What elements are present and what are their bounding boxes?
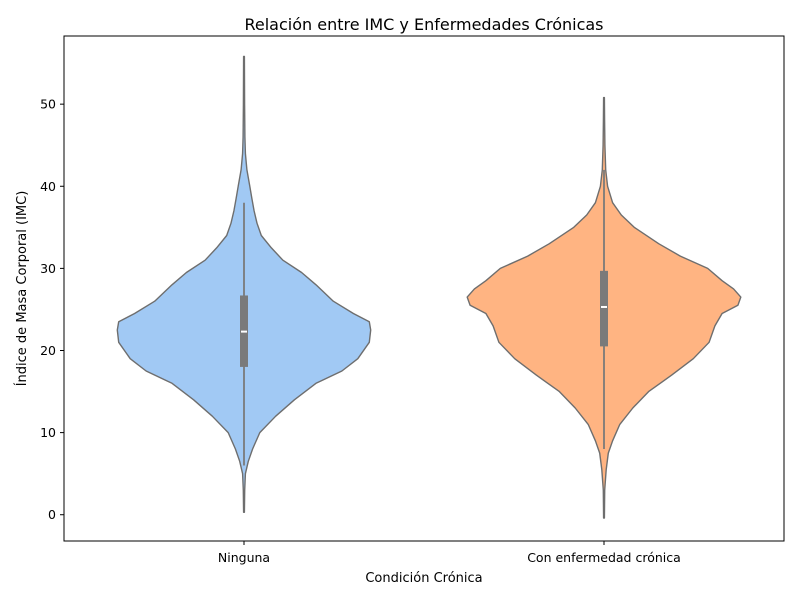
y-tick-label: 10 bbox=[40, 425, 56, 440]
x-axis-label: Condición Crónica bbox=[365, 571, 482, 586]
y-tick-label: 20 bbox=[40, 343, 56, 358]
y-tick-label: 50 bbox=[40, 97, 56, 112]
y-axis-label: Índice de Masa Corporal (IMC) bbox=[14, 191, 30, 387]
y-tick-label: 40 bbox=[40, 179, 56, 194]
violin-iqr-box bbox=[600, 270, 608, 347]
y-tick-label: 30 bbox=[40, 261, 56, 276]
x-tick-label: Ninguna bbox=[218, 550, 270, 565]
y-tick-label: 0 bbox=[48, 507, 56, 522]
plot-frame bbox=[63, 35, 785, 542]
chart-title: Relación entre IMC y Enfermedades Crónic… bbox=[244, 15, 603, 34]
x-tick-label: Con enfermedad crónica bbox=[527, 550, 681, 565]
plot-area bbox=[116, 55, 742, 519]
